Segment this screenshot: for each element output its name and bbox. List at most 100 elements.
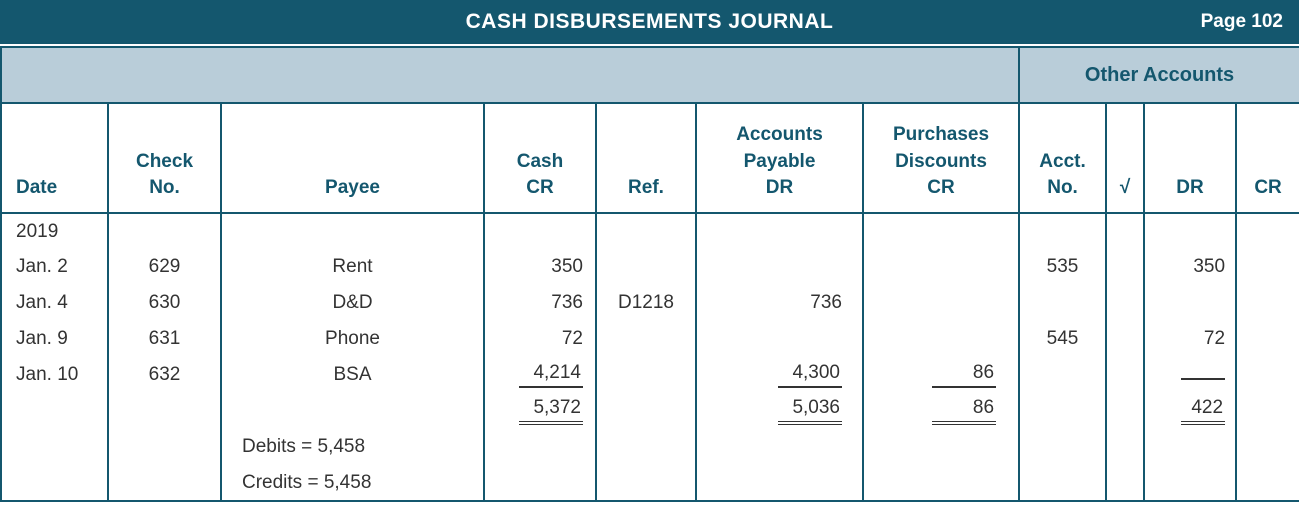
cell-empty bbox=[108, 465, 222, 501]
cell-other-dr-blank-rule bbox=[1144, 357, 1238, 393]
col-header-acct-no: Acct. No. bbox=[1019, 103, 1108, 214]
cell-empty bbox=[108, 393, 222, 429]
cell-empty bbox=[484, 429, 597, 465]
cell-empty bbox=[1144, 429, 1238, 465]
totals-row: 5,372 5,036 86 422 bbox=[1, 393, 1299, 429]
entry-row-jan-10: Jan. 10 632 BSA 4,214 4,300 86 bbox=[1, 357, 1299, 393]
total-amount: 422 bbox=[1181, 397, 1226, 425]
cell-empty bbox=[596, 249, 697, 285]
cell-empty bbox=[1236, 213, 1299, 249]
cell-empty bbox=[696, 429, 864, 465]
cell-empty bbox=[596, 429, 697, 465]
amount-underlined: 86 bbox=[932, 362, 997, 388]
cell-empty bbox=[1106, 429, 1146, 465]
cell-empty bbox=[1106, 321, 1146, 357]
cell-empty bbox=[1019, 465, 1108, 501]
cell-empty bbox=[108, 429, 222, 465]
cell-empty bbox=[1144, 465, 1238, 501]
journal-table: Other Accounts Date Check No. Payee Cash… bbox=[0, 46, 1299, 502]
cell-empty bbox=[1236, 393, 1299, 429]
cell-empty bbox=[1019, 393, 1108, 429]
cell-empty bbox=[1019, 213, 1108, 249]
cell-empty bbox=[596, 465, 697, 501]
cell-empty bbox=[863, 321, 1021, 357]
amount-underlined: 4,300 bbox=[778, 362, 842, 388]
cell-empty bbox=[1106, 465, 1146, 501]
cell-total-purchases-discounts-cr: 86 bbox=[863, 393, 1021, 429]
cell-empty bbox=[863, 213, 1021, 249]
cell-empty bbox=[221, 393, 485, 429]
cell-empty bbox=[1236, 465, 1299, 501]
cell-acct-no: 535 bbox=[1019, 249, 1108, 285]
cell-empty bbox=[1019, 285, 1108, 321]
cell-total-cash-cr: 5,372 bbox=[484, 393, 597, 429]
cell-acct-no: 545 bbox=[1019, 321, 1108, 357]
entry-row-jan-9: Jan. 9 631 Phone 72 545 72 bbox=[1, 321, 1299, 357]
cell-empty bbox=[863, 285, 1021, 321]
cell-empty bbox=[696, 213, 864, 249]
cell-payee: Phone bbox=[221, 321, 485, 357]
cell-empty bbox=[1106, 213, 1146, 249]
col-header-cash-cr: Cash CR bbox=[484, 103, 597, 214]
cell-empty bbox=[1236, 321, 1299, 357]
cell-payee: Rent bbox=[221, 249, 485, 285]
cell-empty bbox=[1019, 357, 1108, 393]
cell-empty bbox=[863, 249, 1021, 285]
cell-ref: D1218 bbox=[596, 285, 697, 321]
col-header-cr: CR bbox=[1236, 103, 1299, 214]
cell-cash-cr: 350 bbox=[484, 249, 597, 285]
cell-empty bbox=[1236, 429, 1299, 465]
cell-empty bbox=[1106, 357, 1146, 393]
col-header-check-no: Check No. bbox=[108, 103, 222, 214]
entry-row-jan-2: Jan. 2 629 Rent 350 535 350 bbox=[1, 249, 1299, 285]
cell-empty bbox=[863, 429, 1021, 465]
cell-empty bbox=[221, 213, 485, 249]
cell-date: Jan. 9 bbox=[1, 321, 109, 357]
cell-check-no: 632 bbox=[108, 357, 222, 393]
total-amount: 5,036 bbox=[778, 397, 842, 425]
cell-empty bbox=[1106, 285, 1146, 321]
col-header-ref: Ref. bbox=[596, 103, 697, 214]
total-amount: 86 bbox=[932, 397, 997, 425]
entry-row-jan-4: Jan. 4 630 D&D 736 D1218 736 bbox=[1, 285, 1299, 321]
cell-total-other-dr: 422 bbox=[1144, 393, 1238, 429]
cell-empty bbox=[596, 393, 697, 429]
cell-empty bbox=[863, 465, 1021, 501]
cell-empty bbox=[1019, 429, 1108, 465]
cell-cash-cr: 736 bbox=[484, 285, 597, 321]
total-amount: 5,372 bbox=[519, 397, 583, 425]
cell-empty bbox=[1106, 249, 1146, 285]
col-header-dr: DR bbox=[1144, 103, 1238, 214]
cell-cash-cr: 4,214 bbox=[484, 357, 597, 393]
credits-summary-row: Credits = 5,458 bbox=[1, 465, 1299, 501]
blank-addition-rule bbox=[1181, 364, 1226, 380]
cell-date: Jan. 10 bbox=[1, 357, 109, 393]
cell-check-no: 630 bbox=[108, 285, 222, 321]
debits-summary-row: Debits = 5,458 bbox=[1, 429, 1299, 465]
cell-empty bbox=[1236, 285, 1299, 321]
cell-total-accounts-payable-dr: 5,036 bbox=[696, 393, 864, 429]
cell-empty bbox=[596, 321, 697, 357]
cell-empty bbox=[596, 357, 697, 393]
col-header-payee: Payee bbox=[221, 103, 485, 214]
cell-empty bbox=[696, 465, 864, 501]
cell-payee: D&D bbox=[221, 285, 485, 321]
cell-other-dr: 350 bbox=[1144, 249, 1238, 285]
credits-total-label: Credits = 5,458 bbox=[221, 465, 485, 501]
amount-underlined: 4,214 bbox=[519, 362, 583, 388]
cell-empty bbox=[696, 321, 864, 357]
col-header-date: Date bbox=[1, 103, 109, 214]
cell-empty bbox=[484, 213, 597, 249]
debits-total-label: Debits = 5,458 bbox=[221, 429, 485, 465]
cell-empty bbox=[1106, 393, 1146, 429]
col-header-accounts-payable-dr: Accounts Payable DR bbox=[696, 103, 864, 214]
cell-empty bbox=[484, 465, 597, 501]
band-left-empty bbox=[1, 47, 1020, 104]
cell-empty bbox=[1, 465, 109, 501]
other-accounts-header: Other Accounts bbox=[1018, 47, 1299, 104]
cell-date: Jan. 4 bbox=[1, 285, 109, 321]
cell-empty bbox=[1, 393, 109, 429]
cell-empty bbox=[596, 213, 697, 249]
cell-empty bbox=[1144, 213, 1238, 249]
